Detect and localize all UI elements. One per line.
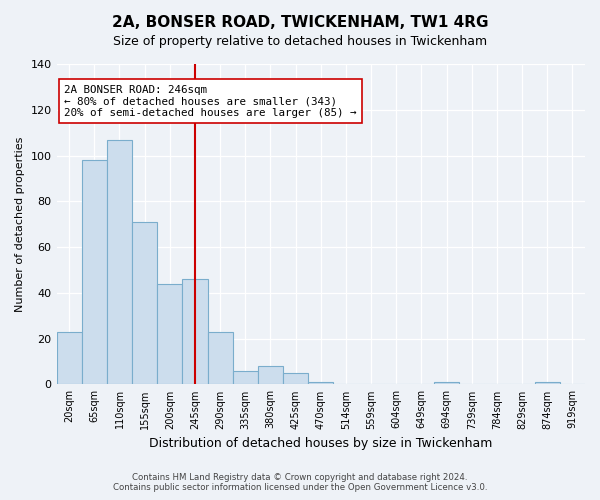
Bar (82, 160, 107, 384)
Bar (434, 382, 459, 384)
Bar (233, 370, 258, 384)
X-axis label: Distribution of detached houses by size in Twickenham: Distribution of detached houses by size … (149, 437, 493, 450)
Bar (132, 222, 157, 384)
Bar (283, 373, 308, 384)
Text: 2A, BONSER ROAD, TWICKENHAM, TW1 4RG: 2A, BONSER ROAD, TWICKENHAM, TW1 4RG (112, 15, 488, 30)
Bar (157, 284, 182, 384)
Bar (308, 382, 334, 384)
Bar (535, 382, 560, 384)
Bar (208, 332, 233, 384)
Text: Contains HM Land Registry data © Crown copyright and database right 2024.
Contai: Contains HM Land Registry data © Crown c… (113, 473, 487, 492)
Y-axis label: Number of detached properties: Number of detached properties (15, 136, 25, 312)
Bar (182, 279, 208, 384)
Bar (258, 366, 283, 384)
Text: 2A BONSER ROAD: 246sqm
← 80% of detached houses are smaller (343)
20% of semi-de: 2A BONSER ROAD: 246sqm ← 80% of detached… (64, 84, 356, 118)
Bar (56, 332, 82, 384)
Bar (107, 140, 132, 384)
Text: Size of property relative to detached houses in Twickenham: Size of property relative to detached ho… (113, 35, 487, 48)
